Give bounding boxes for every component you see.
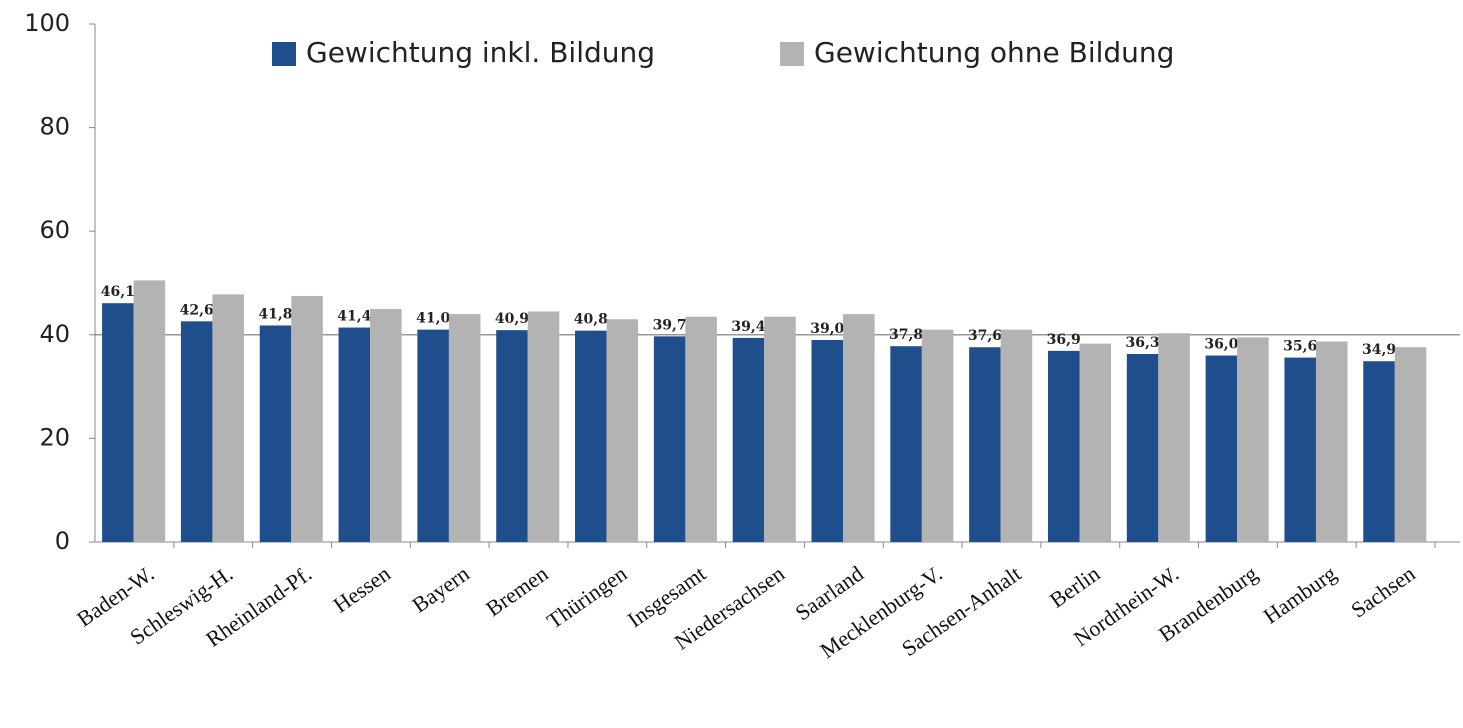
value-label: 46,1 xyxy=(101,284,135,300)
bar xyxy=(733,338,765,542)
y-tick-label: 20 xyxy=(39,423,70,451)
value-label: 40,8 xyxy=(574,312,608,328)
bar xyxy=(1158,333,1190,542)
bar xyxy=(654,336,686,542)
bar xyxy=(134,280,166,542)
chart: 02040608010046,1Baden-W.42,6Schleswig-H.… xyxy=(0,0,1463,728)
bar xyxy=(1316,342,1348,542)
bar xyxy=(764,317,796,542)
bar xyxy=(260,325,292,542)
value-label: 36,0 xyxy=(1204,337,1238,353)
value-label: 37,8 xyxy=(889,327,923,343)
y-tick-label: 60 xyxy=(39,216,70,244)
x-tick-label: Hamburg xyxy=(1259,561,1341,629)
bar xyxy=(1237,337,1269,542)
bar xyxy=(1395,347,1427,542)
bar xyxy=(1206,356,1238,542)
y-tick-label: 40 xyxy=(39,320,70,348)
bar xyxy=(339,328,371,542)
value-label: 39,4 xyxy=(731,319,765,335)
value-label: 39,7 xyxy=(653,317,687,333)
value-label: 35,6 xyxy=(1283,339,1317,355)
value-label: 40,9 xyxy=(495,311,529,327)
bar xyxy=(449,314,481,542)
x-tick-label: Bayern xyxy=(407,561,473,618)
value-label: 36,9 xyxy=(1047,332,1081,348)
bar xyxy=(575,331,607,542)
bar xyxy=(969,347,1001,542)
y-tick-label: 100 xyxy=(24,9,70,37)
value-label: 39,0 xyxy=(810,321,844,337)
bar xyxy=(1001,330,1033,542)
bar xyxy=(181,321,213,542)
bar xyxy=(922,330,954,542)
x-tick-label: Hessen xyxy=(329,561,395,618)
bar xyxy=(1048,351,1080,542)
value-label: 42,6 xyxy=(180,302,214,318)
legend-label: Gewichtung inkl. Bildung xyxy=(306,36,655,69)
value-label: 41,8 xyxy=(258,306,292,322)
value-label: 37,6 xyxy=(968,328,1002,344)
value-label: 41,4 xyxy=(337,309,371,325)
value-label: 36,3 xyxy=(1126,335,1160,351)
legend-label: Gewichtung ohne Bildung xyxy=(814,36,1174,69)
bar xyxy=(417,330,449,542)
bar xyxy=(890,346,922,542)
bar xyxy=(843,314,875,542)
bar xyxy=(812,340,844,542)
bar xyxy=(1080,344,1112,542)
bar xyxy=(685,317,717,542)
legend-swatch xyxy=(272,42,296,66)
value-label: 34,9 xyxy=(1362,342,1396,358)
bar xyxy=(370,309,402,542)
bar xyxy=(212,294,244,542)
y-tick-label: 80 xyxy=(39,113,70,141)
x-tick-label: Berlin xyxy=(1045,561,1104,613)
legend-swatch xyxy=(780,42,804,66)
bar xyxy=(1363,361,1395,542)
x-tick-label: Bremen xyxy=(481,561,552,621)
bar xyxy=(528,311,560,542)
x-tick-label: Thüringen xyxy=(542,561,631,634)
bar xyxy=(1284,358,1316,542)
bar xyxy=(607,319,639,542)
value-label: 41,0 xyxy=(416,311,450,327)
bar xyxy=(496,330,528,542)
y-tick-label: 0 xyxy=(55,527,70,555)
bar xyxy=(1127,354,1159,542)
bar xyxy=(102,303,134,542)
x-tick-label: Sachsen xyxy=(1346,561,1419,623)
bar xyxy=(291,296,323,542)
